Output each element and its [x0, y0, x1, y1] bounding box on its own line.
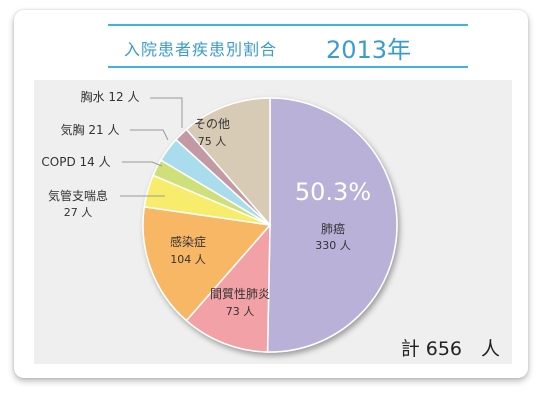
- slice-label-5: 気胸 21 人: [61, 122, 120, 137]
- pie-slice-1: [185, 222, 271, 353]
- slice-value-3: 27 人: [64, 206, 93, 219]
- slice-label-2: 感染症: [170, 234, 206, 249]
- pie-slice-0: [266, 97, 398, 353]
- slice-value-0: 330 人: [315, 239, 351, 252]
- slice-value-1: 73 人: [226, 305, 255, 318]
- slice-value-7: 75 人: [198, 135, 227, 148]
- leader-line-6: [150, 97, 183, 128]
- slice-label-1: 間質性肺炎: [210, 286, 270, 301]
- leader-line-5: [130, 129, 169, 141]
- slice-label-7: その他: [194, 117, 230, 131]
- slice-label-3: 気管支喘息: [48, 188, 108, 203]
- chart-title-text: 入院患者疾患別割合: [124, 40, 278, 59]
- slice-percent-0: 50.3%: [295, 178, 371, 206]
- leader-line-4: [122, 161, 163, 167]
- pie-slice-2: [142, 205, 272, 322]
- slice-value-2: 104 人: [170, 253, 206, 266]
- pie-slice-7: [185, 97, 271, 227]
- chart-title: 入院患者疾患別割合 2013年: [108, 24, 468, 68]
- slice-label-4: COPD 14 人: [41, 155, 110, 169]
- total-count: 計 656 人: [400, 338, 500, 360]
- slice-label-0: 肺癌: [321, 221, 345, 236]
- chart-title-year: 2013年: [326, 36, 412, 64]
- slice-label-6: 胸水 12 人: [81, 89, 140, 104]
